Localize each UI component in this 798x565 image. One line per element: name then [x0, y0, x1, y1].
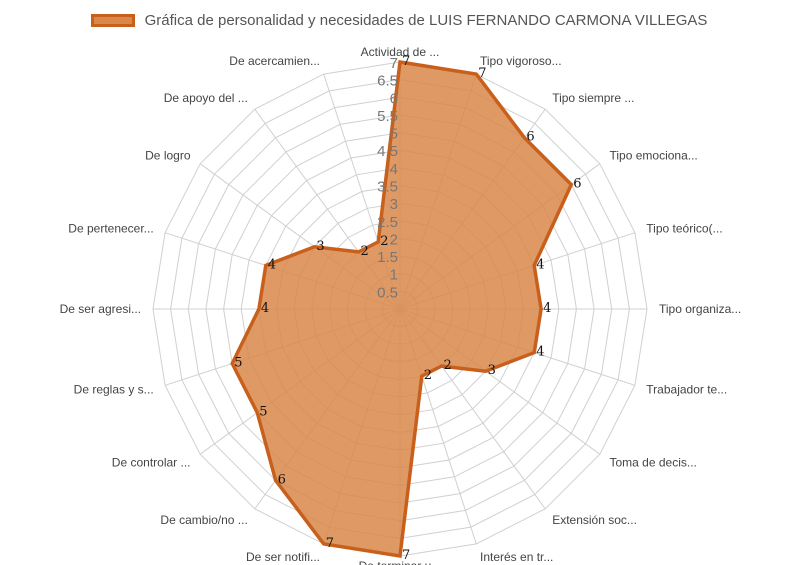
- data-label: 5: [234, 356, 242, 371]
- data-label: 2: [444, 358, 452, 373]
- category-label: De ser agresi...: [60, 302, 141, 316]
- category-label: De cambio/no ...: [160, 513, 247, 527]
- category-label: Interés en tr...: [480, 550, 553, 564]
- tick-label: 5.5: [377, 108, 398, 125]
- data-label: 5: [259, 405, 267, 420]
- category-label: Toma de decis...: [610, 455, 697, 469]
- category-label: Tipo vigoroso...: [480, 54, 562, 68]
- tick-label: 2: [390, 231, 398, 248]
- tick-label: 2.5: [377, 214, 398, 231]
- data-label: 4: [536, 345, 544, 360]
- category-label: De acercamien...: [229, 54, 320, 68]
- tick-label: 6.5: [377, 73, 398, 90]
- series-layer: [230, 59, 574, 559]
- data-label: 7: [478, 66, 486, 81]
- category-label: De controlar ...: [112, 455, 191, 469]
- data-label: 7: [402, 548, 410, 563]
- tick-label: 4.5: [377, 143, 398, 160]
- category-label: Tipo emociona...: [610, 149, 698, 163]
- data-label: 4: [261, 301, 269, 316]
- category-label: Tipo teórico(...: [646, 221, 722, 235]
- data-label: 7: [402, 54, 410, 69]
- tick-labels: 0.511.522.533.544.555.566.57: [377, 55, 398, 301]
- series-area: [230, 59, 574, 559]
- category-label: Extensión soc...: [552, 513, 637, 527]
- data-label: 6: [526, 130, 534, 145]
- data-label: 2: [380, 234, 388, 249]
- tick-label: 0.5: [377, 284, 398, 301]
- tick-label: 3.5: [377, 179, 398, 196]
- tick-label: 6: [390, 90, 398, 107]
- data-label: 4: [543, 301, 551, 316]
- category-label: De ser notifi...: [246, 550, 320, 564]
- data-label: 7: [326, 536, 334, 551]
- category-label: De apoyo del ...: [164, 91, 248, 105]
- data-label: 6: [278, 472, 286, 487]
- tick-label: 7: [390, 55, 398, 72]
- legend-swatch: [90, 13, 135, 27]
- data-label: 2: [361, 244, 369, 259]
- category-label: Tipo siempre ...: [552, 91, 634, 105]
- tick-label: 1.5: [377, 249, 398, 266]
- data-label: 3: [316, 239, 324, 254]
- legend-label: Gráfica de personalidad y necesidades de…: [144, 11, 708, 29]
- category-labels: Actividad de ... Tipo vigoroso... Tipo sie…: [60, 45, 742, 565]
- data-label: 6: [573, 177, 581, 192]
- tick-label: 1: [390, 267, 398, 284]
- category-label: De reglas y s...: [74, 383, 154, 397]
- legend[interactable]: Gráfica de personalidad y necesidades de…: [0, 8, 798, 32]
- data-label: 4: [268, 257, 276, 272]
- category-label: De terminar u...: [359, 559, 442, 565]
- tick-label: 3: [390, 196, 398, 213]
- data-label: 3: [488, 363, 496, 378]
- tick-label: 5: [390, 126, 398, 143]
- tick-label: 4: [390, 161, 398, 178]
- category-label: Actividad de ...: [361, 45, 440, 59]
- data-label: 4: [536, 257, 544, 272]
- category-label: Trabajador te...: [646, 383, 727, 397]
- category-label: De logro: [145, 149, 191, 163]
- category-label: De pertenecer...: [68, 221, 153, 235]
- category-label: Tipo organiza...: [659, 302, 741, 316]
- data-label: 2: [424, 368, 432, 383]
